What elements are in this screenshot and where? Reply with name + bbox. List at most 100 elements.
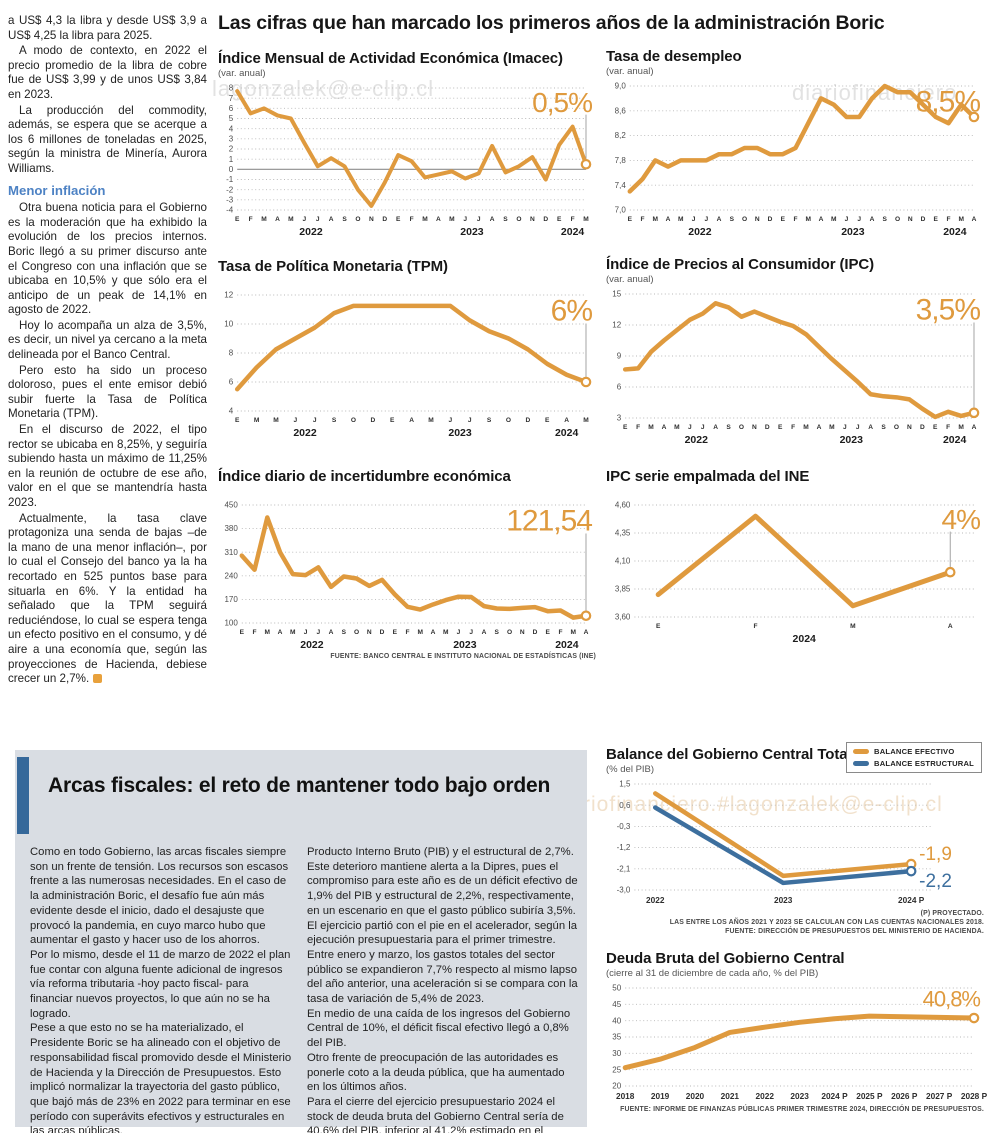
svg-text:F: F <box>946 216 950 223</box>
svg-text:-0,3: -0,3 <box>617 822 631 831</box>
svg-text:E: E <box>934 216 939 223</box>
svg-text:8,6: 8,6 <box>615 106 627 115</box>
svg-text:E: E <box>235 417 240 424</box>
svg-text:2024: 2024 <box>555 427 579 439</box>
legend-item-estructural: BALANCE ESTRUCTURAL <box>853 759 974 768</box>
svg-text:J: J <box>843 424 847 431</box>
svg-text:9: 9 <box>617 352 622 361</box>
svg-text:F: F <box>406 629 410 636</box>
svg-text:4%: 4% <box>942 504 981 535</box>
svg-text:F: F <box>791 424 795 431</box>
chart-title: Tasa de Política Monetaria (TPM) <box>218 258 448 275</box>
article-paragraph: El ejercicio partió con el pie en el ace… <box>307 919 578 1006</box>
article-end-icon <box>93 674 103 684</box>
svg-text:O: O <box>355 216 360 223</box>
svg-text:M: M <box>806 216 812 223</box>
svg-text:-4: -4 <box>226 206 234 215</box>
svg-text:M: M <box>583 417 589 424</box>
svg-text:2022: 2022 <box>299 226 323 238</box>
svg-text:J: J <box>316 216 320 223</box>
svg-text:N: N <box>530 216 535 223</box>
svg-text:0,6: 0,6 <box>619 801 631 810</box>
svg-text:10: 10 <box>224 320 233 329</box>
article-paragraph: A modo de contexto, en 2022 el precio pr… <box>8 44 207 101</box>
svg-text:J: J <box>316 629 320 636</box>
svg-text:2023: 2023 <box>774 895 793 905</box>
svg-text:A: A <box>564 417 569 424</box>
svg-text:50: 50 <box>612 984 621 993</box>
article-paragraph: Producto Interno Bruto (PIB) y el estruc… <box>307 846 578 917</box>
article-subhead: Menor inflación <box>8 182 106 198</box>
svg-text:M: M <box>803 424 809 431</box>
chart-footnote: (P) PROYECTADO. <box>920 910 984 917</box>
svg-text:E: E <box>396 216 401 223</box>
svg-text:2024: 2024 <box>561 226 585 238</box>
svg-text:A: A <box>278 629 283 636</box>
svg-text:N: N <box>752 424 757 431</box>
svg-text:2024 P: 2024 P <box>821 1091 848 1101</box>
svg-text:M: M <box>648 424 654 431</box>
svg-text:J: J <box>477 216 481 223</box>
svg-text:E: E <box>390 417 395 424</box>
chart-incertidumbre: Índice diario de incertidumbre económica… <box>218 468 596 660</box>
svg-text:20: 20 <box>612 1082 621 1091</box>
svg-text:M: M <box>265 629 271 636</box>
svg-text:0: 0 <box>229 165 234 174</box>
svg-text:J: J <box>692 216 696 223</box>
svg-text:N: N <box>907 424 912 431</box>
svg-text:S: S <box>726 424 731 431</box>
svg-text:J: J <box>701 424 705 431</box>
svg-text:2023: 2023 <box>448 427 472 439</box>
svg-text:2023: 2023 <box>840 434 864 446</box>
svg-text:A: A <box>431 629 436 636</box>
svg-text:2018: 2018 <box>616 1091 635 1101</box>
svg-text:6: 6 <box>229 378 234 387</box>
svg-text:6: 6 <box>617 383 622 392</box>
chart-subtitle: (var. anual) <box>606 66 654 77</box>
svg-text:A: A <box>490 216 495 223</box>
svg-text:E: E <box>781 216 786 223</box>
svg-text:3: 3 <box>617 414 622 423</box>
svg-text:M: M <box>959 216 965 223</box>
svg-text:O: O <box>516 216 521 223</box>
svg-text:A: A <box>972 216 977 223</box>
svg-text:A: A <box>819 216 824 223</box>
svg-text:M: M <box>678 216 684 223</box>
svg-text:D: D <box>920 424 925 431</box>
chart-footnote: LAS ENTRE LOS AÑOS 2021 Y 2023 SE CALCUL… <box>669 919 984 926</box>
svg-text:3: 3 <box>229 134 234 143</box>
svg-text:J: J <box>704 216 708 223</box>
svg-text:O: O <box>895 216 900 223</box>
svg-text:O: O <box>894 424 899 431</box>
svg-text:M: M <box>958 424 964 431</box>
svg-text:-1,9: -1,9 <box>919 844 952 865</box>
svg-text:2024: 2024 <box>793 633 817 645</box>
svg-text:J: J <box>469 629 473 636</box>
svg-text:F: F <box>410 216 414 223</box>
svg-text:1,5: 1,5 <box>619 780 631 789</box>
svg-text:N: N <box>520 629 525 636</box>
svg-text:N: N <box>755 216 760 223</box>
watermark-text: lagonzalek@e-clip.cl <box>212 76 435 101</box>
svg-text:380: 380 <box>224 524 238 533</box>
chart-title: Índice diario de incertidumbre económica <box>218 468 511 485</box>
chart-source-note: FUENTE: BANCO CENTRAL E INSTITUTO NACION… <box>330 653 596 660</box>
svg-text:2024: 2024 <box>555 639 579 651</box>
svg-text:7,0: 7,0 <box>615 206 627 215</box>
svg-text:-1,2: -1,2 <box>617 843 631 852</box>
legend-label: BALANCE EFECTIVO <box>874 747 955 756</box>
svg-text:J: J <box>856 424 860 431</box>
svg-text:35: 35 <box>612 1033 621 1042</box>
section-title: Las cifras que han marcado los primeros … <box>218 12 885 34</box>
chart-title: Balance del Gobierno Central Total <box>606 746 852 763</box>
svg-text:D: D <box>921 216 926 223</box>
svg-text:A: A <box>275 216 280 223</box>
svg-text:M: M <box>449 216 455 223</box>
svg-text:2022: 2022 <box>646 895 665 905</box>
article-paragraph: Como en todo Gobierno, las arcas fiscale… <box>30 846 289 947</box>
chart-source-note: FUENTE: DIRECCIÓN DE PRESUPUESTOS DEL MI… <box>725 928 984 935</box>
svg-text:M: M <box>583 216 589 223</box>
